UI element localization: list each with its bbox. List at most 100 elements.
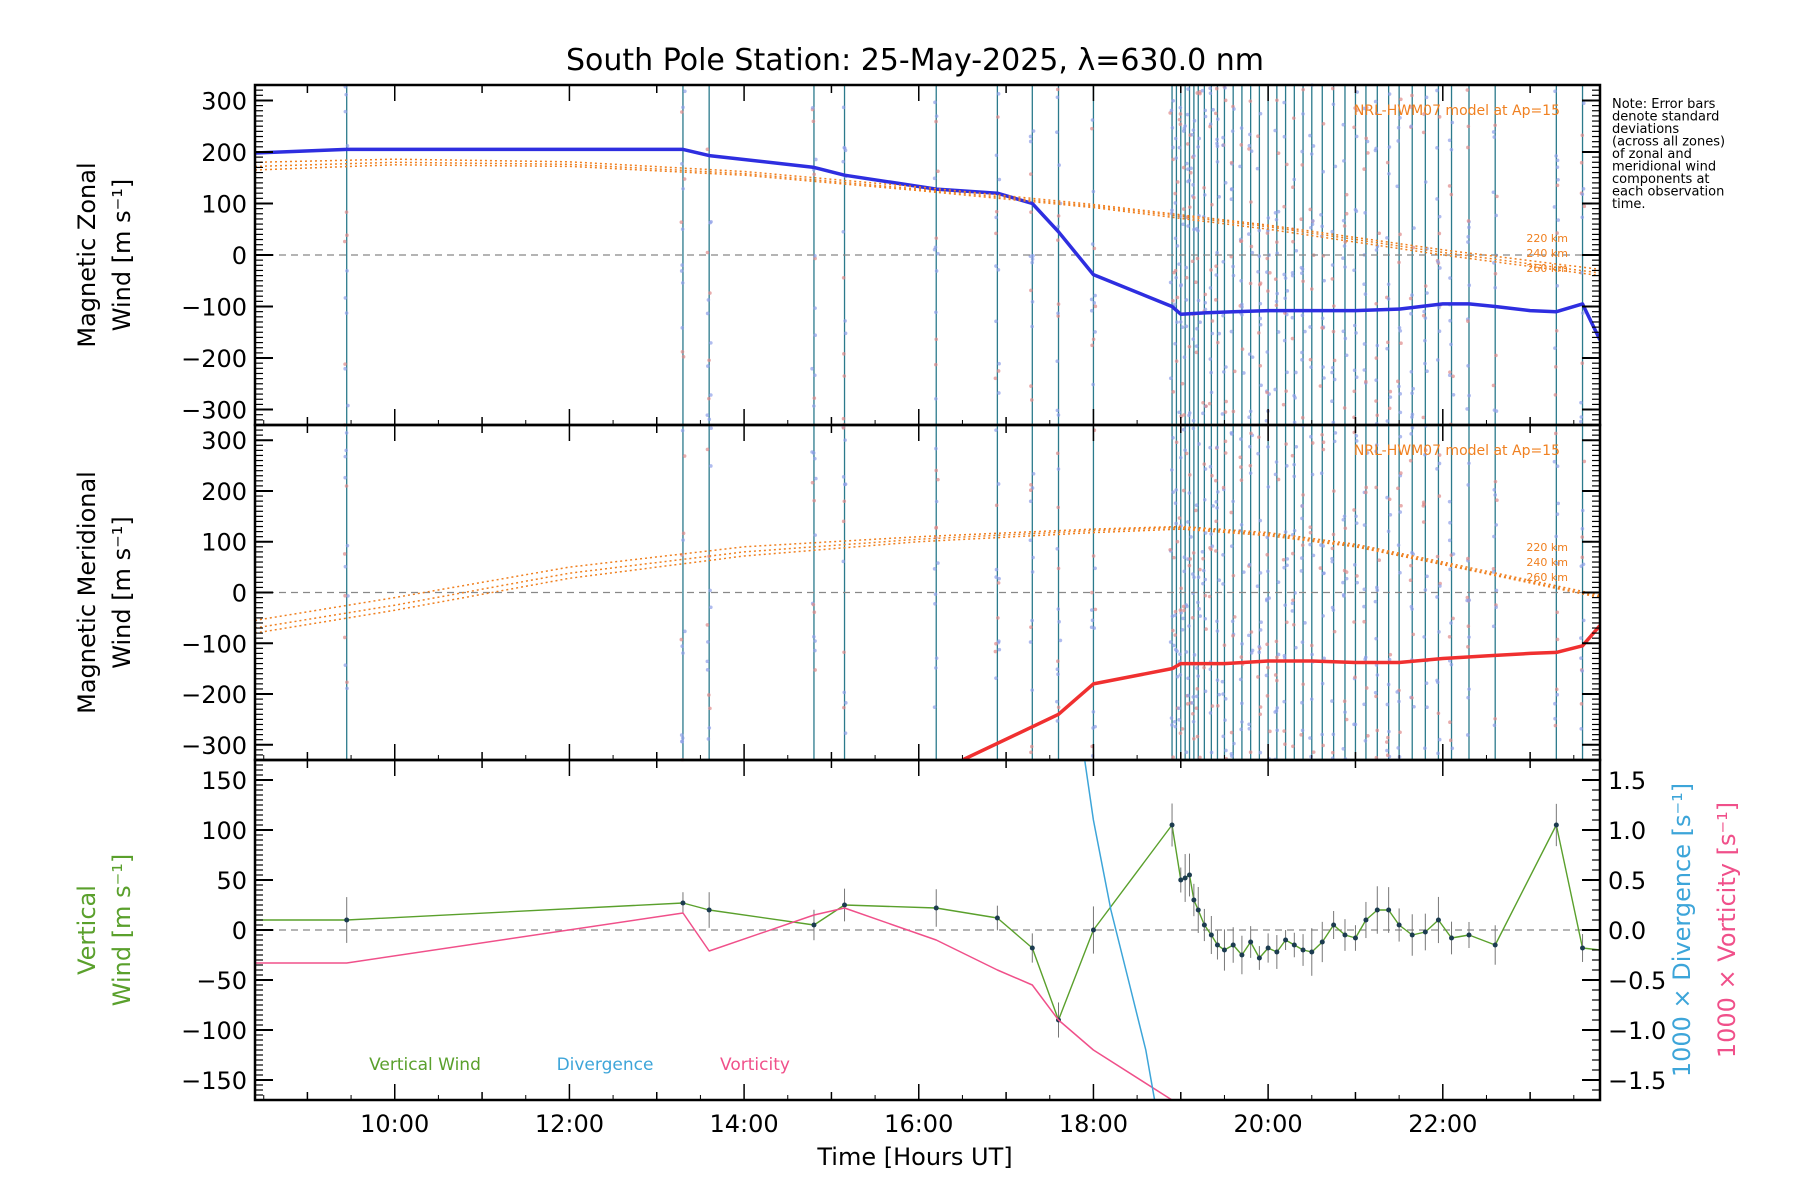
scatter-point — [1188, 473, 1192, 477]
scatter-point — [1229, 197, 1234, 202]
scatter-point — [1341, 329, 1346, 334]
scatter-point — [1294, 370, 1298, 375]
scatter-point — [1029, 482, 1033, 487]
scatter-point — [1303, 621, 1307, 625]
scatter-point — [1249, 630, 1254, 634]
scatter-point — [1238, 455, 1243, 460]
altitude-label: 240 km — [1526, 247, 1568, 260]
scatter-point — [1055, 130, 1059, 134]
scatter-point — [1366, 151, 1370, 155]
scatter-point — [1395, 690, 1400, 694]
scatter-point — [1194, 344, 1199, 348]
scatter-point — [343, 475, 347, 480]
y-tick-label: 0 — [232, 242, 247, 270]
scatter-point — [1555, 512, 1560, 516]
data-point — [1191, 897, 1197, 903]
scatter-point — [1248, 281, 1253, 286]
scatter-point — [1055, 546, 1060, 551]
scatter-point — [1171, 298, 1175, 303]
scatter-point — [1239, 437, 1243, 441]
scatter-point — [1301, 279, 1305, 284]
scatter-point — [1211, 504, 1215, 508]
scatter-point — [1491, 190, 1496, 195]
scatter-point — [1250, 355, 1255, 359]
scatter-point — [1191, 183, 1195, 187]
scatter-point — [1322, 376, 1326, 380]
data-point — [1274, 949, 1280, 955]
scatter-point — [1353, 675, 1357, 679]
scatter-point — [1275, 706, 1280, 710]
scatter-point — [1248, 132, 1252, 137]
scatter-point — [1056, 566, 1061, 571]
scatter-point — [1209, 532, 1213, 536]
scatter-point — [1221, 259, 1226, 264]
scatter-point — [1191, 426, 1196, 431]
scatter-point — [1198, 320, 1202, 324]
scatter-point — [345, 143, 350, 148]
scatter-point — [841, 159, 846, 164]
scatter-point — [1169, 468, 1174, 472]
scatter-point — [1493, 123, 1497, 128]
scatter-point — [1318, 566, 1323, 570]
scatter-point — [1352, 125, 1356, 130]
scatter-point — [1183, 448, 1187, 452]
scatter-point — [1333, 164, 1338, 169]
scatter-point — [1450, 746, 1455, 751]
scatter-point — [1342, 699, 1347, 703]
scatter-point — [933, 601, 937, 606]
scatter-point — [1422, 309, 1426, 314]
scatter-point — [1282, 699, 1287, 704]
scatter-point — [1258, 712, 1263, 717]
scatter-point — [1175, 675, 1180, 679]
scatter-point — [1422, 635, 1426, 639]
scatter-point — [1555, 158, 1560, 163]
scatter-point — [1553, 723, 1558, 728]
scatter-point — [1322, 656, 1326, 661]
scatter-point — [1554, 534, 1558, 539]
scatter-point — [1173, 501, 1178, 505]
scatter-point — [1209, 547, 1213, 552]
scatter-point — [1055, 719, 1060, 723]
scatter-point — [1579, 415, 1584, 419]
scatter-point — [1239, 239, 1244, 243]
scatter-point — [843, 148, 848, 153]
scatter-point — [343, 296, 348, 300]
scatter-point — [1194, 350, 1199, 355]
scatter-point — [1185, 161, 1189, 166]
scatter-point — [1375, 728, 1380, 733]
scatter-point — [1291, 622, 1296, 627]
scatter-point — [1210, 544, 1215, 548]
scatter-point — [679, 269, 684, 273]
data-point — [1187, 872, 1193, 878]
scatter-point — [1030, 260, 1035, 265]
scatter-point — [1374, 636, 1378, 641]
scatter-point — [1089, 625, 1094, 630]
scatter-point — [842, 499, 847, 504]
scatter-point — [1374, 755, 1379, 760]
scatter-point — [1308, 542, 1312, 547]
scatter-point — [1580, 215, 1585, 220]
scatter-point — [1203, 616, 1208, 621]
scatter-point — [1231, 573, 1236, 578]
scatter-point — [1555, 165, 1560, 169]
scatter-point — [1341, 122, 1346, 127]
data-point — [1374, 907, 1380, 913]
scatter-point — [1299, 271, 1304, 275]
scatter-point — [1268, 270, 1272, 275]
scatter-point — [1208, 357, 1213, 361]
scatter-point — [1437, 494, 1442, 498]
scatter-point — [1553, 701, 1557, 706]
hwm-220-km-line — [255, 525, 1600, 622]
scatter-point — [1344, 211, 1349, 216]
scatter-point — [1421, 313, 1426, 318]
scatter-point — [1386, 682, 1391, 687]
scatter-point — [345, 680, 349, 685]
scatter-point — [994, 575, 998, 579]
scatter-point — [1201, 556, 1205, 561]
scatter-point — [1449, 192, 1454, 197]
data-point — [1396, 922, 1402, 928]
scatter-point — [1248, 99, 1253, 103]
data-point — [1553, 822, 1559, 828]
scatter-point — [1411, 552, 1416, 556]
scatter-point — [1322, 278, 1326, 283]
